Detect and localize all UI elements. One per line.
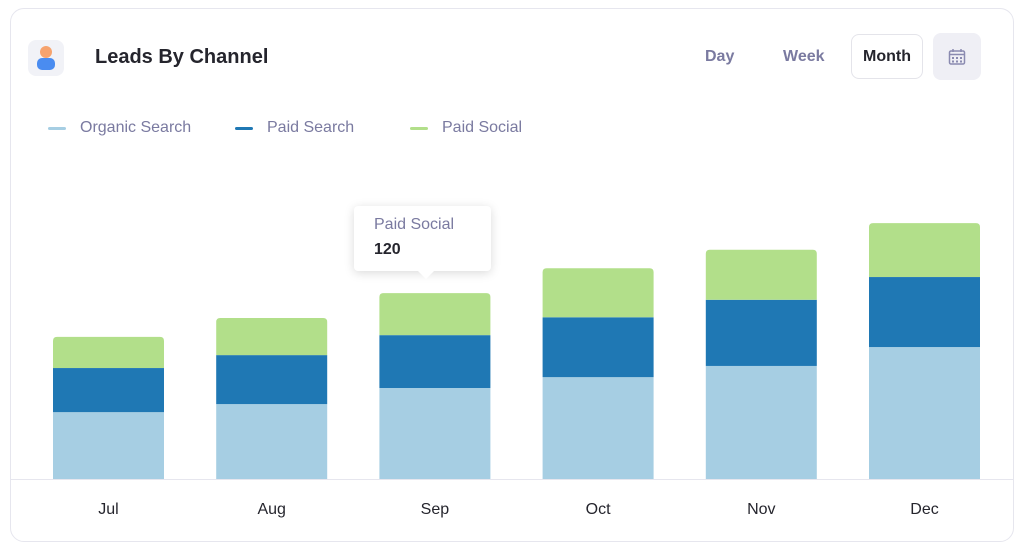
page-title: Leads By Channel [95, 46, 269, 68]
bar-dec-organic-search[interactable] [869, 347, 980, 479]
tooltip: Paid Social 120 [354, 206, 491, 279]
legend-paid-search[interactable]: Paid Search [235, 119, 354, 137]
bar-aug-paid-search[interactable] [216, 355, 328, 405]
bar-sep-paid-social[interactable] [379, 293, 491, 336]
legend-label: Paid Social [442, 119, 523, 136]
legend-label: Organic Search [80, 119, 192, 136]
bar-oct-organic-search[interactable] [542, 377, 654, 479]
bar-jul-paid-social[interactable] [53, 336, 164, 369]
user-icon [28, 40, 64, 76]
legend-organic-search[interactable]: Organic Search [48, 119, 191, 137]
tab-day[interactable]: Day [705, 48, 735, 65]
x-tick-label: Dec [910, 501, 939, 518]
x-tick-label: Jul [98, 501, 119, 518]
bar-dec-paid-search[interactable] [869, 277, 980, 348]
chart-card [10, 8, 1014, 542]
bar-aug-organic-search[interactable] [216, 404, 328, 479]
bar-jul-paid-search[interactable] [53, 368, 164, 413]
tooltip-series: Paid Social [374, 216, 455, 233]
tooltip-value: 120 [374, 241, 401, 258]
bar-jul-organic-search[interactable] [53, 412, 164, 479]
x-tick-label: Oct [585, 501, 611, 518]
x-axis-line [10, 479, 1014, 480]
tab-week[interactable]: Week [783, 48, 825, 65]
legend-swatch [410, 126, 428, 130]
x-tick-label: Sep [420, 501, 450, 518]
x-tick-label: Aug [257, 501, 286, 518]
bar-oct-paid-social[interactable] [542, 268, 654, 318]
bar-oct-paid-search[interactable] [542, 317, 654, 378]
tab-month[interactable]: Month [851, 34, 923, 79]
x-tick-label: Nov [747, 501, 776, 518]
legend-paid-social[interactable]: Paid Social [410, 119, 522, 137]
bar-sep-organic-search[interactable] [379, 388, 491, 479]
bar-nov-paid-search[interactable] [705, 299, 817, 366]
tooltip-arrow [417, 270, 435, 279]
bar-dec-paid-social[interactable] [869, 223, 980, 278]
legend-label: Paid Search [267, 119, 355, 136]
calendar-icon [948, 48, 966, 65]
bar-nov-paid-social[interactable] [705, 249, 817, 300]
bar-sep-paid-search[interactable] [379, 335, 491, 388]
bar-aug-paid-social[interactable] [216, 318, 328, 356]
legend-swatch [235, 126, 253, 130]
bar-nov-organic-search[interactable] [705, 365, 817, 479]
calendar-button[interactable] [933, 33, 981, 80]
legend-swatch [48, 126, 66, 130]
